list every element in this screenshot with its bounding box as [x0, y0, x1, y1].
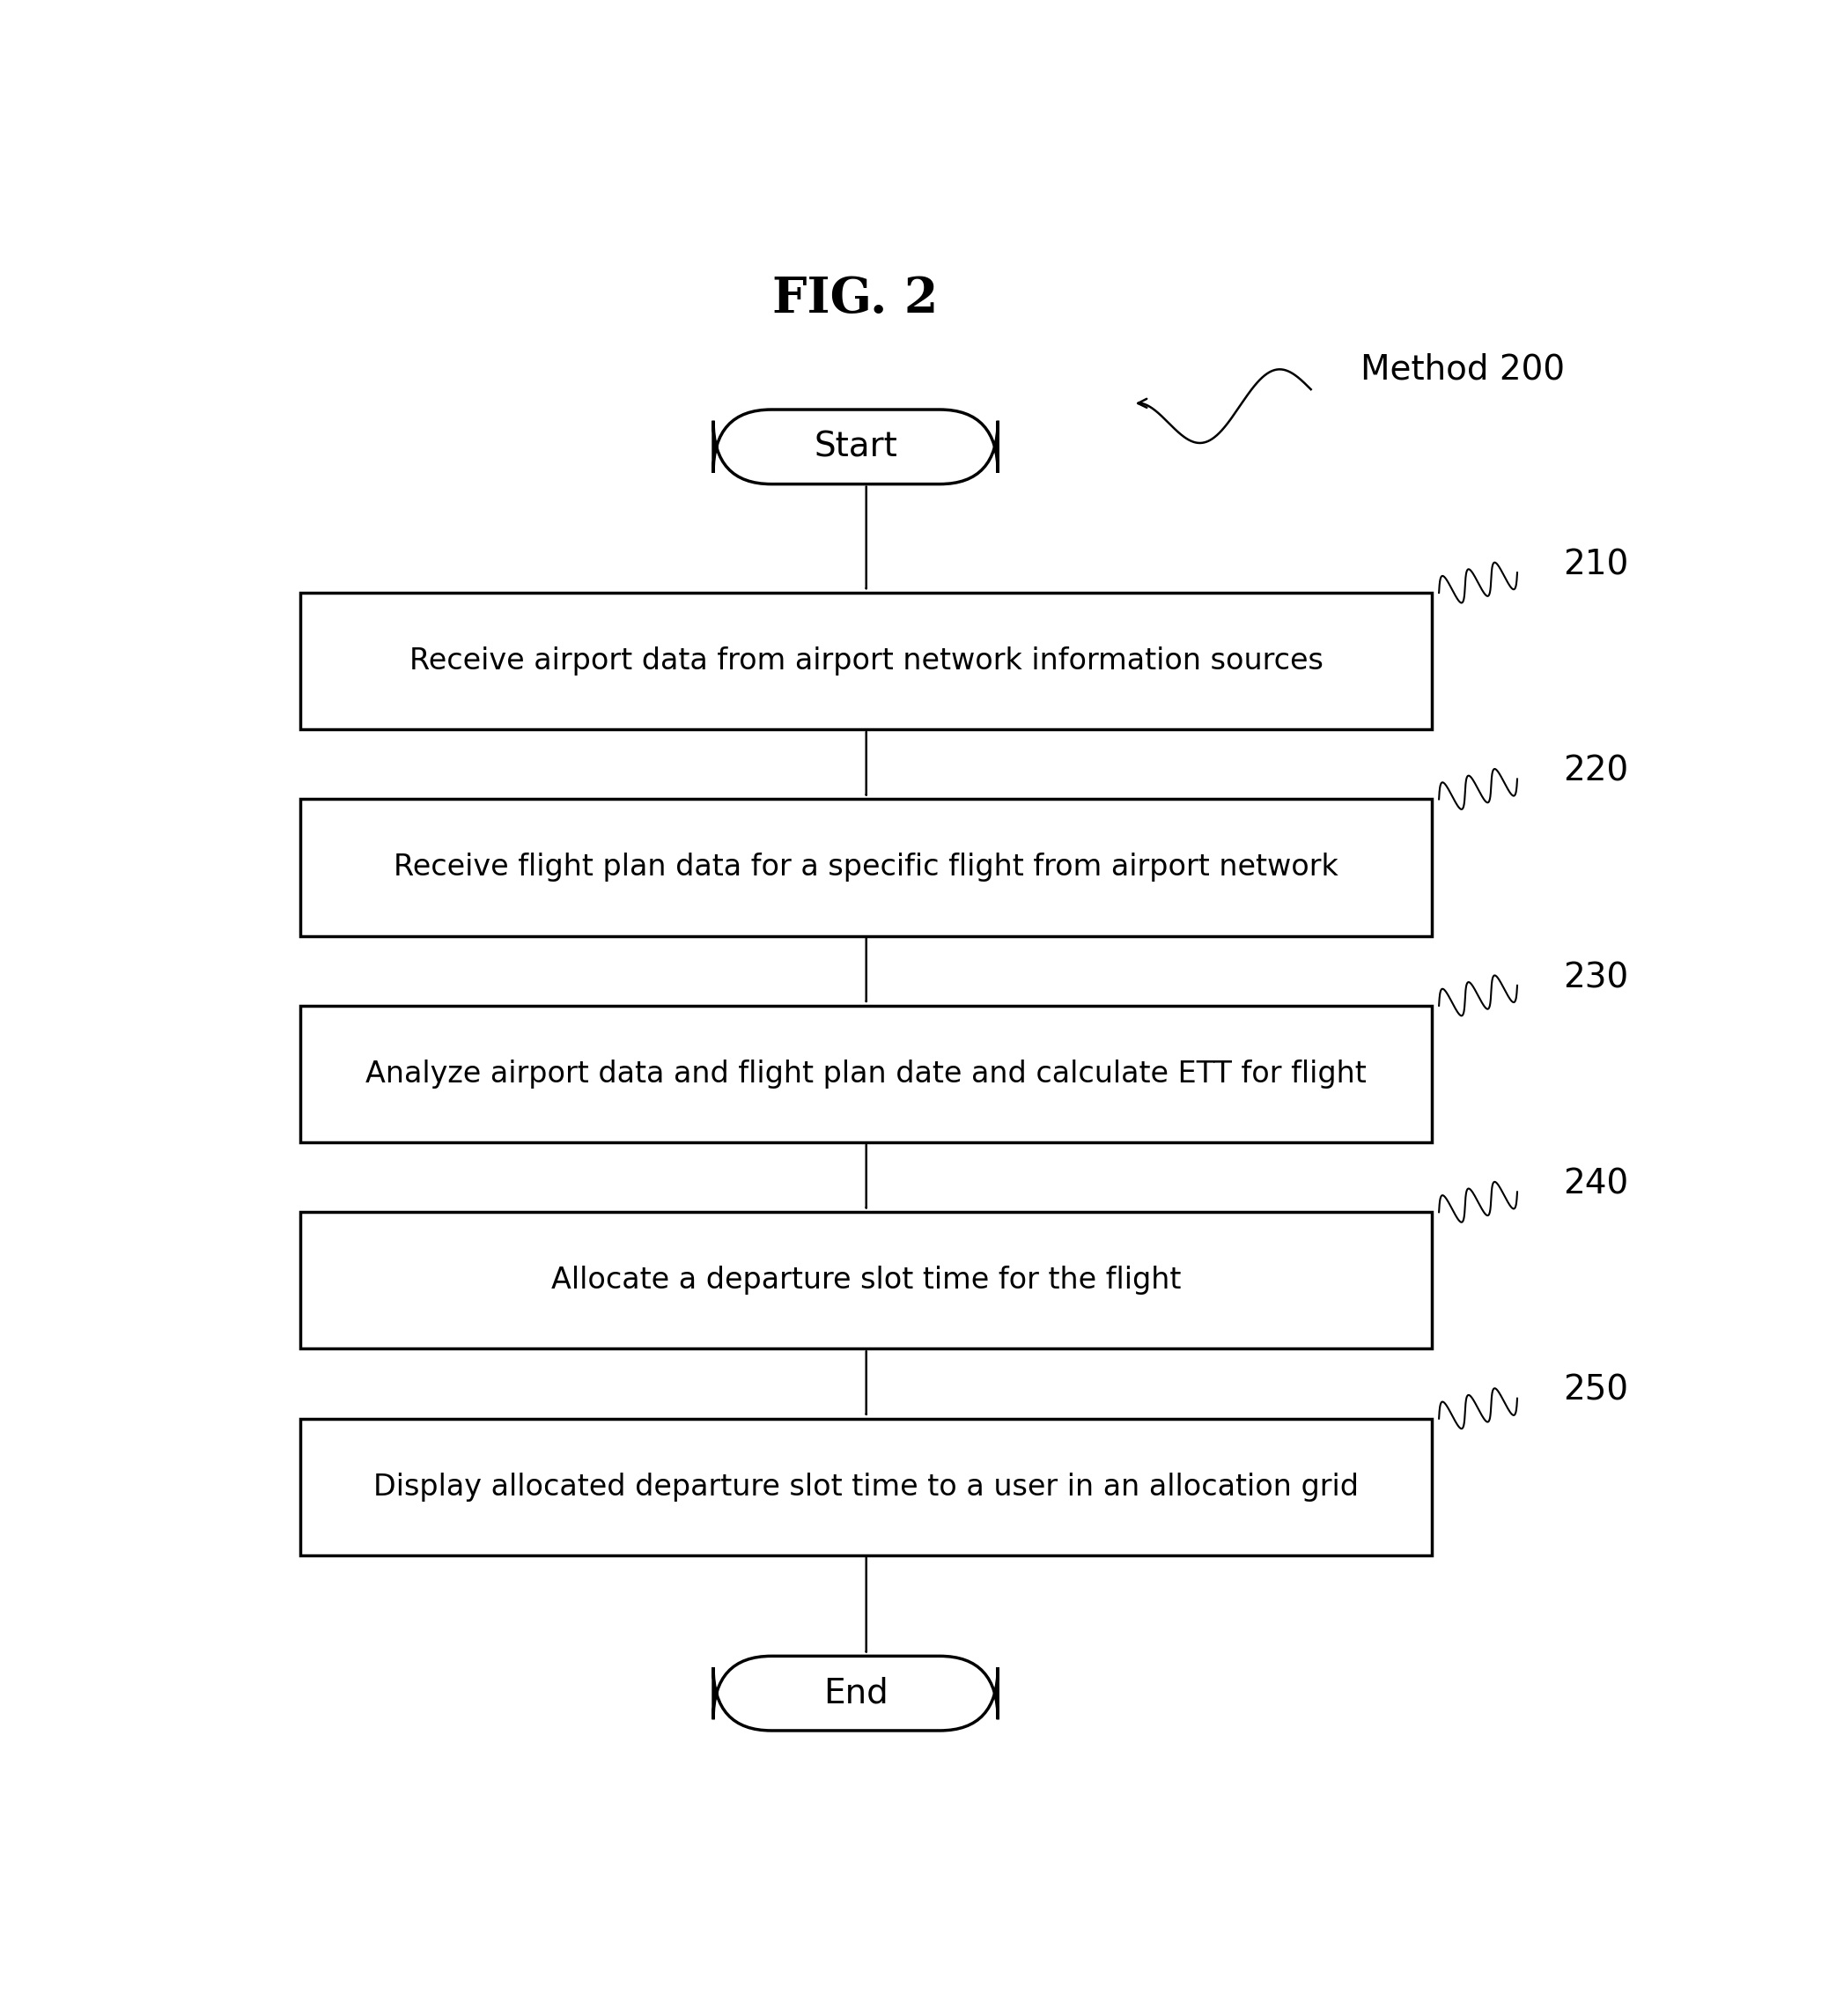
Text: 220: 220: [1562, 754, 1629, 788]
Text: Start: Start: [813, 429, 898, 464]
FancyBboxPatch shape: [301, 593, 1432, 730]
FancyBboxPatch shape: [712, 1655, 999, 1730]
Text: Receive flight plan data for a specific flight from airport network: Receive flight plan data for a specific …: [395, 853, 1338, 883]
Text: Analyze airport data and flight plan date and calculate ETT for flight: Analyze airport data and flight plan dat…: [365, 1060, 1366, 1089]
Text: Allocate a departure slot time for the flight: Allocate a departure slot time for the f…: [551, 1266, 1181, 1294]
FancyBboxPatch shape: [301, 1212, 1432, 1349]
FancyBboxPatch shape: [301, 1419, 1432, 1554]
Text: 240: 240: [1562, 1167, 1629, 1202]
Text: Method 200: Method 200: [1360, 353, 1564, 385]
Text: Receive airport data from airport network information sources: Receive airport data from airport networ…: [409, 647, 1324, 675]
Text: 230: 230: [1562, 962, 1629, 994]
Text: FIG. 2: FIG. 2: [773, 274, 938, 325]
Text: 210: 210: [1562, 548, 1629, 581]
Text: Display allocated departure slot time to a user in an allocation grid: Display allocated departure slot time to…: [373, 1472, 1359, 1502]
Text: 250: 250: [1562, 1373, 1629, 1407]
FancyBboxPatch shape: [301, 1006, 1432, 1143]
Text: End: End: [823, 1677, 889, 1710]
FancyBboxPatch shape: [301, 798, 1432, 935]
FancyBboxPatch shape: [712, 409, 999, 484]
